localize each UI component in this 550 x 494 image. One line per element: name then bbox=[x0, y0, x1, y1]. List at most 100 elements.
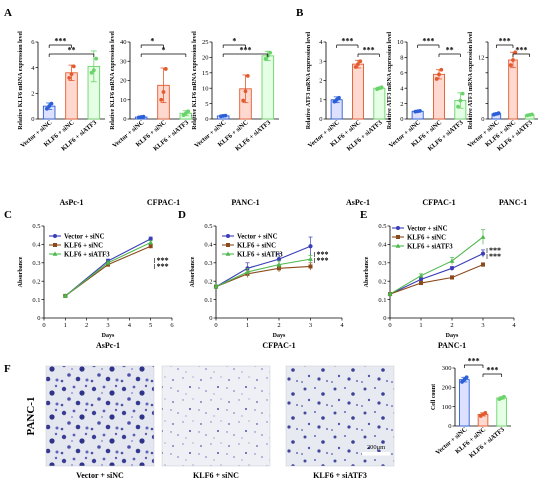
y-tick-label: 15 bbox=[202, 70, 209, 77]
data-point bbox=[245, 73, 250, 78]
data-point bbox=[356, 62, 360, 67]
data-point bbox=[418, 273, 424, 278]
bar bbox=[352, 63, 364, 120]
image-caption: KLF6 + siATF3 bbox=[313, 471, 367, 480]
data-point bbox=[148, 244, 153, 249]
microscopy-image bbox=[285, 365, 395, 467]
chart-title: AsPc-1 bbox=[346, 198, 370, 207]
significance-label: * bbox=[232, 37, 236, 46]
y-tick-label: 0.3 bbox=[204, 260, 212, 267]
bar bbox=[459, 379, 470, 427]
data-point bbox=[308, 264, 313, 269]
data-point bbox=[308, 244, 313, 249]
y-tick-label: 0 bbox=[448, 423, 451, 430]
y-tick-label: 0.4 bbox=[32, 242, 41, 249]
bar-chart-B1: 0 1 2 3 4 Relative ATF3 mRNA expression level… bbox=[306, 31, 390, 207]
y-tick-label: 3 bbox=[319, 58, 322, 65]
y-tick-label: 40 bbox=[120, 39, 127, 46]
y-tick-label: 0 bbox=[481, 116, 484, 123]
y-axis-title: Relative ATF3 mRNA expression level bbox=[468, 31, 474, 129]
data-point bbox=[358, 59, 363, 64]
y-tick-label: 0 bbox=[37, 315, 40, 322]
series-line bbox=[215, 245, 311, 288]
data-point bbox=[308, 256, 313, 261]
legend-marker bbox=[53, 243, 57, 247]
y-tick-label: 0 bbox=[319, 116, 322, 123]
data-point bbox=[105, 260, 111, 265]
data-point bbox=[245, 269, 250, 274]
chart-title: CFPAC-1 bbox=[262, 341, 295, 350]
y-tick-label: 20 bbox=[120, 78, 127, 85]
data-point bbox=[213, 284, 219, 289]
data-point bbox=[276, 257, 282, 262]
y-tick-label: 0.1 bbox=[204, 297, 212, 304]
chart-title: PANC-1 bbox=[499, 198, 527, 207]
x-tick-label: 1 bbox=[419, 322, 422, 329]
data-point bbox=[419, 281, 423, 286]
significance-label: *** bbox=[489, 252, 501, 261]
data-point bbox=[91, 68, 96, 73]
data-point bbox=[460, 380, 464, 384]
data-point bbox=[47, 104, 52, 109]
x-tick-label: 0 bbox=[214, 322, 217, 329]
chart-title: AsPc-1 bbox=[60, 198, 84, 207]
data-point bbox=[337, 95, 341, 100]
data-point bbox=[67, 76, 72, 80]
y-tick-label: 0.4 bbox=[378, 242, 387, 249]
x-tick-label: 4 bbox=[340, 322, 344, 329]
data-point bbox=[481, 262, 485, 267]
data-point bbox=[480, 234, 486, 239]
line-chart-D: 0 0.1 0.2 0.3 0.4 0.5 0 1 2 3 4 Absorbance Days CFPAC… bbox=[190, 223, 344, 350]
y-tick-label: 6 bbox=[31, 39, 35, 46]
significance-label: *** bbox=[499, 37, 511, 46]
legend-marker bbox=[226, 234, 230, 238]
panel-letter: F bbox=[4, 363, 11, 375]
chart-title: CFPAC-1 bbox=[422, 198, 455, 207]
data-point bbox=[449, 258, 455, 263]
panel-letter: A bbox=[4, 7, 12, 19]
y-axis-title: Absorbance bbox=[364, 256, 370, 287]
series-line bbox=[215, 258, 311, 288]
y-tick-label: 20 bbox=[202, 55, 209, 62]
bar-chart-B2: 0 2 4 6 8 10 Relative ATF3 mRNA expression lev… bbox=[387, 31, 471, 207]
y-tick-label: 0.1 bbox=[32, 297, 40, 304]
series-line bbox=[389, 264, 484, 295]
panel-letter: C bbox=[4, 209, 12, 221]
x-tick-label: 3 bbox=[309, 322, 312, 329]
legend-label: KLF6 + siATF3 bbox=[407, 243, 453, 250]
data-point bbox=[449, 266, 455, 271]
y-tick-label: 0.3 bbox=[32, 260, 40, 267]
data-point bbox=[243, 89, 248, 94]
significance-label: *** bbox=[317, 250, 329, 259]
bar bbox=[433, 73, 445, 120]
significance-label: *** bbox=[515, 46, 527, 55]
y-tick-label: 100 bbox=[442, 404, 452, 411]
y-axis-title: Relative KLF6 mRNA expression level bbox=[110, 31, 116, 130]
data-point bbox=[62, 293, 68, 298]
x-tick-label: 5 bbox=[149, 322, 152, 329]
y-tick-label: 6 bbox=[400, 70, 404, 77]
data-point bbox=[148, 239, 154, 245]
y-tick-label: 0.5 bbox=[32, 223, 40, 230]
bar bbox=[261, 55, 275, 120]
y-tick-label: 300 bbox=[442, 365, 452, 372]
panel-letter: E bbox=[360, 209, 367, 221]
x-axis-title: Days bbox=[102, 333, 115, 339]
data-point bbox=[460, 91, 465, 96]
y-tick-label: 200 bbox=[442, 385, 452, 392]
significance-label: *** bbox=[157, 256, 169, 265]
y-axis-title: Absorbance bbox=[190, 256, 196, 287]
series-line bbox=[389, 236, 484, 295]
significance-label: *** bbox=[422, 37, 434, 46]
data-point bbox=[456, 104, 460, 109]
y-tick-label: 2 bbox=[400, 101, 403, 108]
panel-letter: D bbox=[178, 209, 186, 221]
data-point bbox=[268, 50, 273, 55]
y-tick-label: 1 bbox=[319, 97, 322, 104]
data-point bbox=[159, 97, 164, 102]
data-point bbox=[44, 106, 49, 111]
data-point bbox=[496, 111, 501, 115]
data-point bbox=[379, 85, 384, 90]
data-point bbox=[464, 375, 469, 380]
